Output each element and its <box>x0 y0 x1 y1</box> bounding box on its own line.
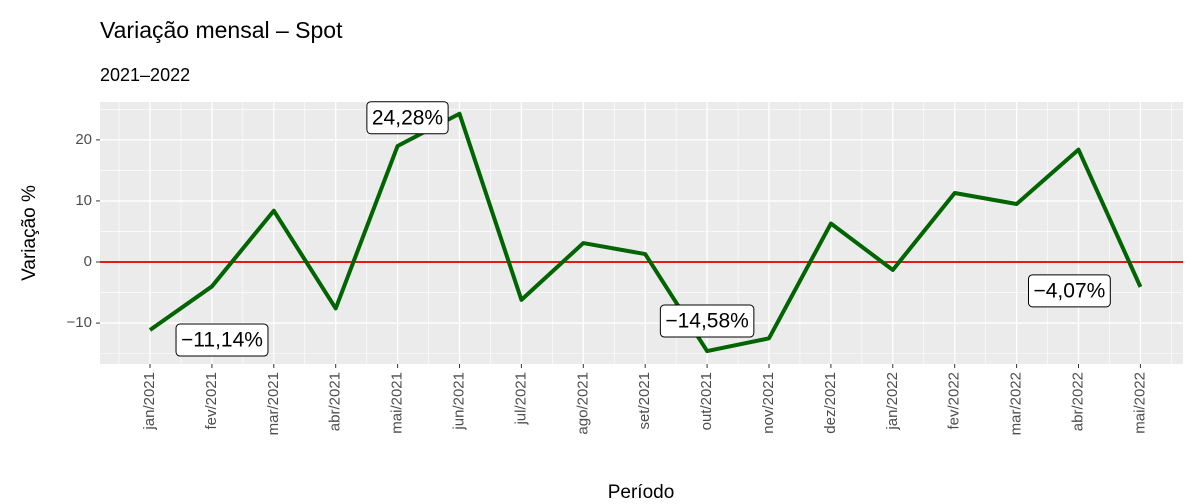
chart-title: Variação mensal – Spot <box>100 17 343 43</box>
data-label-group: −4,07% <box>1027 274 1111 308</box>
x-tick-label: out/2021 <box>698 372 715 430</box>
x-tick-label: abr/2021 <box>327 372 344 431</box>
x-tick-label: jun/2021 <box>450 372 467 431</box>
x-tick-label: fev/2022 <box>946 372 963 430</box>
data-label-group: −11,14% <box>175 323 269 357</box>
data-label-box <box>175 323 269 357</box>
data-label: −14,58% <box>665 310 749 333</box>
data-label: −11,14% <box>181 329 263 352</box>
data-label-group: 24,28% <box>366 101 449 135</box>
chart-subtitle: 2021–2022 <box>100 65 190 85</box>
x-tick-label: set/2021 <box>636 372 653 430</box>
x-tick-label: fev/2021 <box>203 372 220 430</box>
data-label: −4,07% <box>1033 279 1105 302</box>
y-tick-label: −10 <box>67 314 92 331</box>
y-axis-title: Variação % <box>19 185 40 281</box>
x-tick-label: mai/2021 <box>389 372 406 434</box>
x-axis-title: Período <box>608 482 675 503</box>
data-label: 24,28% <box>372 106 443 129</box>
x-tick-label: mar/2021 <box>265 372 282 435</box>
x-tick-label: abr/2022 <box>1069 372 1086 431</box>
y-tick-label: 10 <box>75 192 92 209</box>
data-label-box <box>1027 274 1111 308</box>
x-tick-label: jul/2021 <box>512 372 529 426</box>
x-tick-label: ago/2021 <box>574 372 591 435</box>
data-label-box <box>366 101 449 135</box>
data-line <box>148 111 1143 354</box>
x-tick-label: jan/2022 <box>884 372 901 431</box>
plot-panel <box>100 102 1183 364</box>
x-tick-label: mai/2022 <box>1131 372 1148 434</box>
data-label-group: −14,58% <box>659 304 755 338</box>
data-label-box <box>659 304 755 338</box>
x-tick-label: mar/2022 <box>1008 372 1025 435</box>
x-tick-label: nov/2021 <box>760 372 777 434</box>
y-tick-label: 20 <box>75 131 92 148</box>
x-tick-label: jan/2021 <box>141 372 158 431</box>
y-tick-label: 0 <box>84 253 92 270</box>
x-tick-label: dez/2021 <box>822 372 839 434</box>
